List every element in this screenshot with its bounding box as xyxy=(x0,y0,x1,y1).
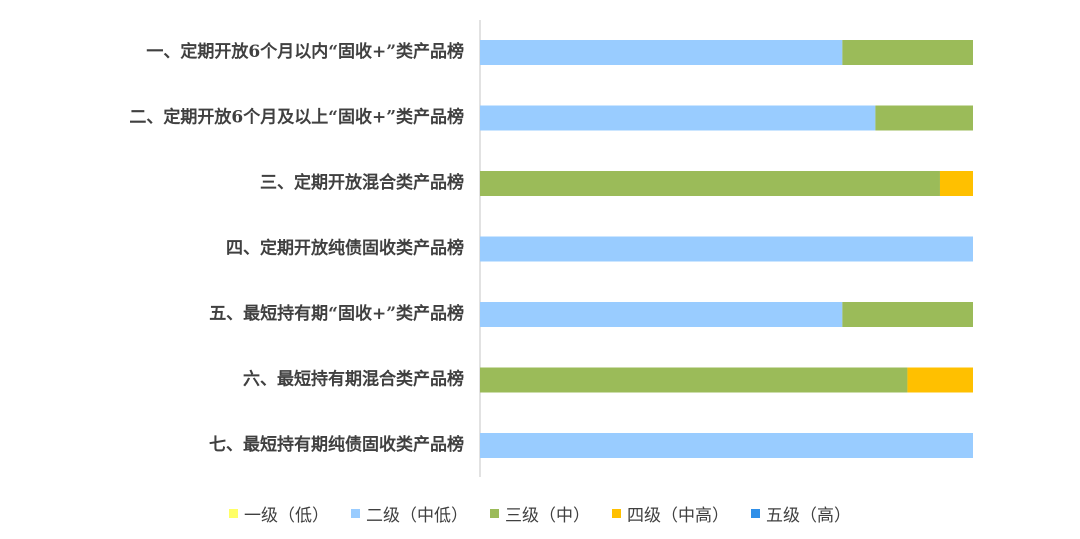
legend-item: 一级（低） xyxy=(229,501,329,526)
bar-segment xyxy=(939,171,973,196)
legend-label: 四级（中高） xyxy=(627,505,729,526)
bar-segments xyxy=(480,40,973,458)
bar-segment xyxy=(480,105,876,131)
category-labels: 一、定期开放6个月以内“固收+”类产品榜二、定期开放6个月及以上“固收+”类产品… xyxy=(129,41,464,455)
legend-label: 五级（高） xyxy=(766,505,851,526)
legend-swatch xyxy=(612,508,621,518)
legend: 一级（低） 二级（中低） 三级（中） 四级（中高） 五级（高） xyxy=(0,500,1080,526)
bar-segment xyxy=(875,105,973,131)
bar-segment xyxy=(480,171,940,196)
category-label: 七、最短持有期纯债固收类产品榜 xyxy=(209,434,464,455)
bar-segment xyxy=(480,302,843,327)
legend-label: 一级（低） xyxy=(244,505,329,526)
bar-segment xyxy=(480,236,973,262)
legend-swatch xyxy=(490,508,499,518)
legend-item: 四级（中高） xyxy=(612,501,729,526)
category-label: 六、最短持有期混合类产品榜 xyxy=(243,369,464,390)
bar-segment xyxy=(907,367,973,393)
category-label: 五、最短持有期“固收+”类产品榜 xyxy=(209,303,464,324)
category-label: 四、定期开放纯债固收类产品榜 xyxy=(226,238,464,259)
bar-segment xyxy=(480,40,843,65)
bar-segment xyxy=(842,40,973,65)
legend-label: 二级（中低） xyxy=(366,505,468,526)
category-label: 一、定期开放6个月以内“固收+”类产品榜 xyxy=(146,41,464,62)
bar-segment xyxy=(842,302,973,327)
category-label: 二、定期开放6个月及以上“固收+”类产品榜 xyxy=(129,107,464,128)
category-label: 三、定期开放混合类产品榜 xyxy=(260,172,464,193)
legend-item: 二级（中低） xyxy=(351,501,468,526)
legend-swatch xyxy=(351,508,360,518)
bar-segment xyxy=(480,367,908,393)
legend-swatch xyxy=(229,508,238,518)
bar-segment xyxy=(480,433,973,458)
legend-swatch xyxy=(751,508,760,518)
legend-label: 三级（中） xyxy=(505,505,590,526)
legend-item: 五级（高） xyxy=(751,501,851,526)
legend-item: 三级（中） xyxy=(490,501,590,526)
